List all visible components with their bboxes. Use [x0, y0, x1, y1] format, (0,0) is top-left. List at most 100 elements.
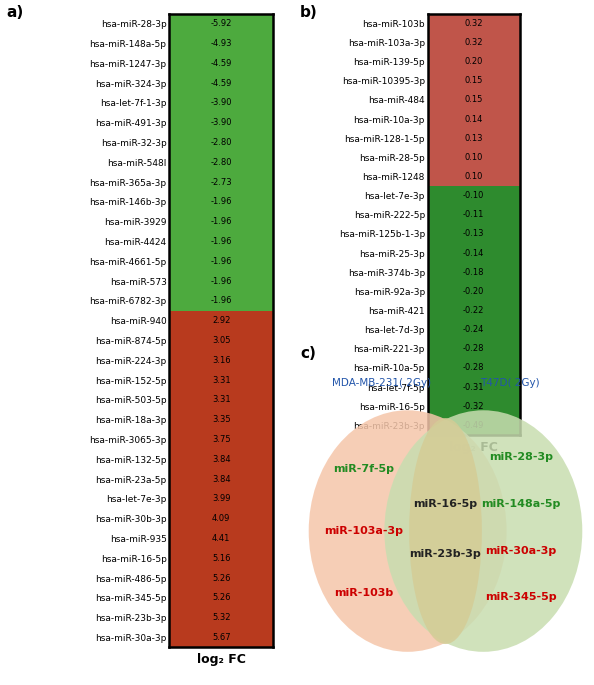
Text: -1.96: -1.96: [210, 277, 232, 286]
Bar: [428, 416, 520, 435]
Bar: [169, 113, 273, 132]
Bar: [428, 90, 520, 110]
Bar: [428, 301, 520, 320]
Text: 0.10: 0.10: [465, 153, 483, 162]
Text: -0.24: -0.24: [463, 325, 484, 334]
Text: miR-148a-5p: miR-148a-5p: [482, 499, 561, 509]
Text: -0.13: -0.13: [463, 229, 485, 238]
Bar: [169, 192, 273, 212]
Bar: [428, 14, 520, 33]
Bar: [169, 548, 273, 568]
Text: -0.18: -0.18: [463, 268, 485, 277]
Text: 2.92: 2.92: [212, 316, 230, 325]
Text: -3.90: -3.90: [210, 99, 232, 108]
Bar: [428, 167, 520, 186]
Bar: [428, 225, 520, 243]
Bar: [428, 148, 520, 167]
Text: miR-23b-3p: miR-23b-3p: [410, 549, 481, 560]
Text: -0.10: -0.10: [463, 191, 484, 200]
Bar: [169, 588, 273, 608]
Text: 0.15: 0.15: [465, 76, 483, 85]
Bar: [169, 410, 273, 429]
Bar: [169, 152, 273, 172]
Text: MDA-MB-231( 2Gy): MDA-MB-231( 2Gy): [332, 378, 431, 388]
Text: 0.10: 0.10: [465, 172, 483, 181]
Bar: [428, 110, 520, 129]
Text: b): b): [300, 5, 318, 20]
Text: 0.32: 0.32: [465, 18, 483, 28]
Text: -4.59: -4.59: [211, 79, 232, 88]
Text: 3.31: 3.31: [212, 395, 230, 404]
Text: -0.20: -0.20: [463, 287, 484, 296]
Text: -1.96: -1.96: [210, 217, 232, 226]
Text: -4.59: -4.59: [211, 59, 232, 68]
Text: miR-345-5p: miR-345-5p: [485, 593, 557, 602]
Text: -0.49: -0.49: [463, 421, 484, 430]
Bar: [169, 390, 273, 410]
Bar: [169, 529, 273, 548]
Bar: [169, 429, 273, 449]
Bar: [169, 469, 273, 489]
Text: 0.14: 0.14: [465, 114, 483, 123]
Text: 0.13: 0.13: [465, 134, 483, 142]
Bar: [169, 172, 273, 192]
Text: -2.80: -2.80: [210, 158, 232, 166]
Bar: [428, 52, 520, 71]
Text: 4.09: 4.09: [212, 514, 230, 523]
Text: -2.73: -2.73: [210, 177, 232, 186]
Bar: [428, 243, 520, 262]
Text: -5.92: -5.92: [211, 19, 232, 28]
Text: miR-16-5p: miR-16-5p: [413, 499, 478, 509]
Text: -0.14: -0.14: [463, 249, 484, 258]
X-axis label: log₂ FC: log₂ FC: [197, 653, 246, 666]
Text: 3.16: 3.16: [212, 356, 230, 364]
Bar: [169, 271, 273, 291]
Text: -1.96: -1.96: [210, 197, 232, 206]
Text: 3.05: 3.05: [212, 336, 230, 345]
Ellipse shape: [384, 410, 582, 652]
Text: miR-28-3p: miR-28-3p: [489, 452, 553, 462]
Text: 5.26: 5.26: [212, 593, 230, 602]
Bar: [428, 129, 520, 148]
Bar: [169, 232, 273, 251]
Bar: [169, 449, 273, 469]
Text: 0.32: 0.32: [465, 38, 483, 47]
Text: miR-7f-5p: miR-7f-5p: [333, 464, 394, 474]
Bar: [169, 14, 273, 34]
Bar: [428, 358, 520, 377]
Text: -0.32: -0.32: [463, 401, 485, 411]
Text: -0.28: -0.28: [463, 345, 485, 353]
Bar: [428, 186, 520, 206]
Text: -3.90: -3.90: [210, 118, 232, 127]
X-axis label: log₂ FC: log₂ FC: [449, 440, 498, 453]
Bar: [428, 33, 520, 52]
Bar: [428, 206, 520, 225]
Text: T47D( 2Gy): T47D( 2Gy): [480, 378, 539, 388]
Bar: [169, 34, 273, 53]
Text: 5.26: 5.26: [212, 573, 230, 582]
Bar: [169, 489, 273, 509]
Text: miR-103b: miR-103b: [334, 588, 394, 599]
Bar: [169, 350, 273, 370]
Text: c): c): [300, 346, 316, 361]
Bar: [169, 212, 273, 232]
Text: -4.93: -4.93: [210, 39, 232, 48]
Bar: [169, 509, 273, 529]
Text: -1.96: -1.96: [210, 237, 232, 246]
Bar: [428, 320, 520, 339]
Text: 4.41: 4.41: [212, 534, 230, 543]
Bar: [428, 339, 520, 358]
Bar: [428, 71, 520, 90]
Bar: [169, 93, 273, 113]
Text: -0.22: -0.22: [463, 306, 484, 315]
Bar: [169, 311, 273, 330]
Text: 3.35: 3.35: [212, 415, 230, 424]
Text: -0.31: -0.31: [463, 383, 485, 392]
Bar: [428, 397, 520, 416]
Bar: [169, 568, 273, 588]
Text: 3.84: 3.84: [212, 475, 230, 484]
Text: 5.32: 5.32: [212, 613, 230, 622]
Bar: [428, 282, 520, 301]
Text: 0.20: 0.20: [465, 57, 483, 66]
Text: -0.28: -0.28: [463, 364, 485, 373]
